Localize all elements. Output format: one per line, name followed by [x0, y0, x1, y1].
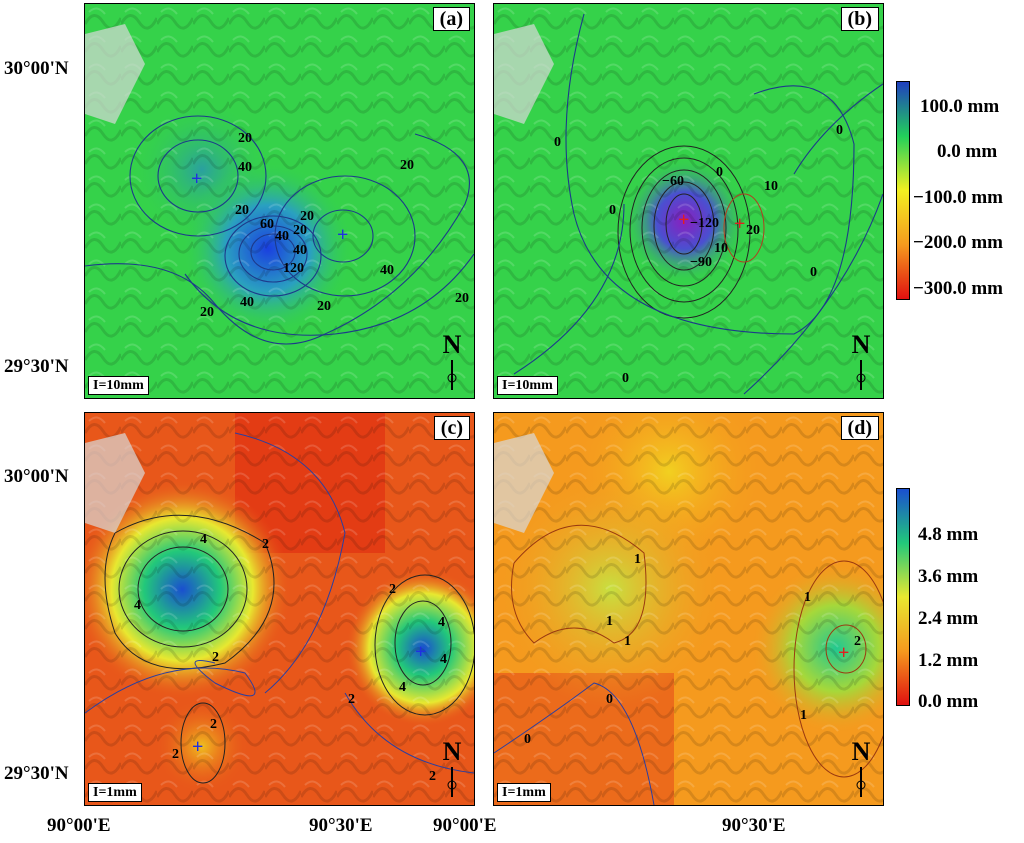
- map-panel-d: 1 1 1 0 0 1 2 1 + (d) I=1mm N: [493, 412, 884, 806]
- marker-plus: +: [734, 213, 745, 235]
- contour-label: 40: [293, 243, 307, 258]
- contour-label: 4: [440, 652, 447, 667]
- contour-label: 4: [134, 598, 141, 613]
- colorbar-top-label: 0.0 mm: [937, 141, 998, 162]
- contour-label: 40: [380, 263, 394, 278]
- map-panel-c: 4 2 4 2 4 2 4 2 2 2 4 2 + + (c) I=1mm N: [84, 412, 475, 806]
- contour-label: 0: [524, 732, 531, 747]
- lat-label-bottom-c: 29°30'N: [4, 763, 69, 784]
- colorbar-bottom-label: 1.2 mm: [918, 650, 979, 671]
- snow-patch: [85, 433, 145, 533]
- colorbar-top-label: −300.0 mm: [913, 278, 1003, 299]
- contour-label: 20: [300, 209, 314, 224]
- map-panel-a: 40 20 20 20 20 60 20 40 40 120 40 20 40 …: [84, 3, 475, 399]
- contour-label: 20: [400, 158, 414, 173]
- contour-label: 120: [283, 261, 304, 276]
- colorbar-bottom-label: 4.8 mm: [918, 524, 979, 545]
- contour-label: 2: [262, 537, 269, 552]
- scale-label: I=1mm: [88, 783, 142, 802]
- panel-label: (b): [840, 7, 879, 31]
- north-arrow-icon: N: [849, 332, 873, 392]
- contour-label: 2: [210, 717, 217, 732]
- contour-label: 40: [275, 229, 289, 244]
- map-b-canvas: 0 0 0 −60 0 10 −120 20 10 −90 0 0 + +: [494, 4, 883, 398]
- map-a-canvas: 40 20 20 20 20 60 20 40 40 120 40 20 40 …: [85, 4, 474, 398]
- panel-label: (a): [432, 7, 470, 31]
- contour-label: 0: [554, 135, 561, 150]
- contour-label: 2: [172, 747, 179, 762]
- contour-label: 20: [317, 299, 331, 314]
- scale-label: I=10mm: [88, 376, 149, 395]
- lon-label-right: 90°00'E: [433, 815, 497, 836]
- colorbar-top-label: −100.0 mm: [913, 187, 1003, 208]
- north-arrow-icon: N: [849, 739, 873, 799]
- contour-label: 20: [235, 203, 249, 218]
- contour-label: 1: [634, 552, 641, 567]
- colorbar-top-label: −200.0 mm: [913, 232, 1003, 253]
- contour-label: 20: [200, 305, 214, 320]
- contour-label: 20: [746, 223, 760, 238]
- lon-label-mid-right: 90°30'E: [722, 815, 786, 836]
- contour-label: 2: [429, 769, 436, 784]
- contour-label: 4: [200, 532, 207, 547]
- contour-label: 40: [240, 295, 254, 310]
- contour-label: 20: [238, 131, 252, 146]
- marker-plus: +: [191, 168, 202, 190]
- contour-label: 0: [716, 165, 723, 180]
- contour-label: 20: [293, 223, 307, 238]
- colorbar-top-label: 100.0 mm: [920, 96, 1000, 117]
- contour-label: 2: [389, 582, 396, 597]
- contour-label: −90: [690, 255, 712, 270]
- contour-label: 0: [836, 123, 843, 138]
- contour-label: 4: [399, 680, 406, 695]
- lon-label-left: 90°00'E: [47, 815, 111, 836]
- map-panel-b: 0 0 0 −60 0 10 −120 20 10 −90 0 0 + + (b…: [493, 3, 884, 399]
- lon-label-mid-left: 90°30'E: [309, 815, 373, 836]
- map-c-canvas: 4 2 4 2 4 2 4 2 2 2 4 2 + +: [85, 413, 474, 805]
- panel-label: (d): [840, 416, 879, 440]
- scale-label: I=10mm: [497, 376, 558, 395]
- contour-label: 10: [764, 179, 778, 194]
- north-arrow-icon: N: [440, 739, 464, 799]
- contour-label: 0: [810, 265, 817, 280]
- contour-label: 1: [804, 590, 811, 605]
- contour-label: −120: [690, 216, 719, 231]
- contour-label: −60: [662, 174, 684, 189]
- snow-patch: [494, 24, 554, 124]
- colorbar-bottom-label: 2.4 mm: [918, 608, 979, 629]
- colorbar-bottom-label: 3.6 mm: [918, 566, 979, 587]
- marker-plus: +: [678, 209, 689, 231]
- colorbar-bottom: [896, 488, 910, 706]
- marker-plus: +: [838, 642, 849, 664]
- lat-label-top-c: 30°00'N: [4, 466, 69, 487]
- contour-label: 2: [348, 692, 355, 707]
- lat-label-top-a: 30°00'N: [4, 58, 69, 79]
- marker-plus: +: [192, 736, 203, 758]
- colorbar-top: [896, 81, 910, 300]
- contour-label: 20: [455, 291, 469, 306]
- contour-label: 1: [606, 614, 613, 629]
- lat-label-bottom-a: 29°30'N: [4, 356, 69, 377]
- panel-label: (c): [433, 416, 470, 440]
- marker-plus: +: [337, 224, 348, 246]
- scale-label: I=1mm: [497, 783, 551, 802]
- contour-label: 4: [438, 615, 445, 630]
- contour-label: 40: [238, 160, 252, 175]
- map-d-canvas: 1 1 1 0 0 1 2 1 +: [494, 413, 883, 805]
- contour-label: 0: [606, 692, 613, 707]
- north-arrow-icon: N: [440, 332, 464, 392]
- contour-label: 0: [609, 203, 616, 218]
- contour-label: 1: [800, 708, 807, 723]
- contour-label: 1: [624, 634, 631, 649]
- contour-label: 60: [260, 217, 274, 232]
- colorbar-bottom-label: 0.0 mm: [918, 691, 979, 712]
- contour-label: 2: [212, 650, 219, 665]
- contour-label: 2: [854, 634, 861, 649]
- contour-label: 0: [622, 371, 629, 386]
- snow-patch: [494, 433, 554, 533]
- marker-plus: +: [415, 641, 426, 663]
- contour-label: 10: [714, 241, 728, 256]
- snow-patch: [85, 24, 145, 124]
